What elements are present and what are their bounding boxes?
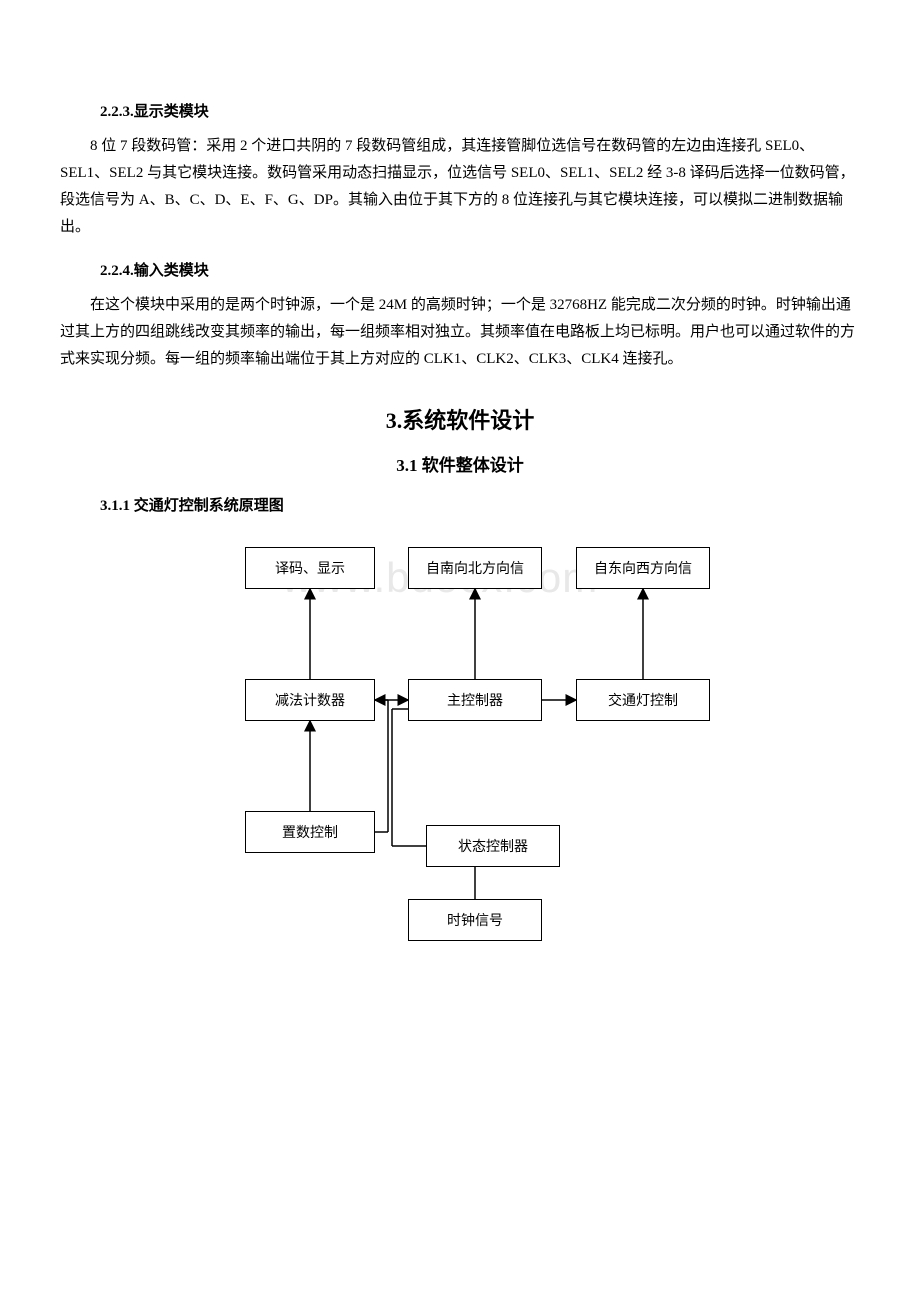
diagram-edges: [160, 539, 720, 959]
section-311-title: 3.1.1 交通灯控制系统原理图: [100, 494, 860, 515]
node-set-ctrl: 置数控制: [245, 811, 375, 853]
section-31-title: 3.1 软件整体设计: [60, 451, 860, 476]
node-decode-display: 译码、显示: [245, 547, 375, 589]
node-state-ctrl: 状态控制器: [426, 825, 560, 867]
heading-224: 2.2.4.输入类模块: [100, 259, 860, 280]
node-counter: 减法计数器: [245, 679, 375, 721]
section-3-title: 3.系统软件设计: [60, 403, 860, 435]
node-east-west: 自东向西方向信: [576, 547, 710, 589]
paragraph-223: 8 位 7 段数码管：采用 2 个进口共阴的 7 段数码管组成，其连接管脚位选信…: [60, 133, 860, 241]
node-south-north: 自南向北方向信: [408, 547, 542, 589]
heading-223: 2.2.3.显示类模块: [100, 100, 860, 121]
node-clock-signal: 时钟信号: [408, 899, 542, 941]
node-traffic-ctrl: 交通灯控制: [576, 679, 710, 721]
traffic-light-diagram: www.bdocx.com 译码、显示自南向北方向信自东向西方向信减法计数器主控…: [160, 539, 720, 959]
paragraph-224: 在这个模块中采用的是两个时钟源，一个是 24M 的高频时钟；一个是 32768H…: [60, 292, 860, 373]
node-main-ctrl: 主控制器: [408, 679, 542, 721]
